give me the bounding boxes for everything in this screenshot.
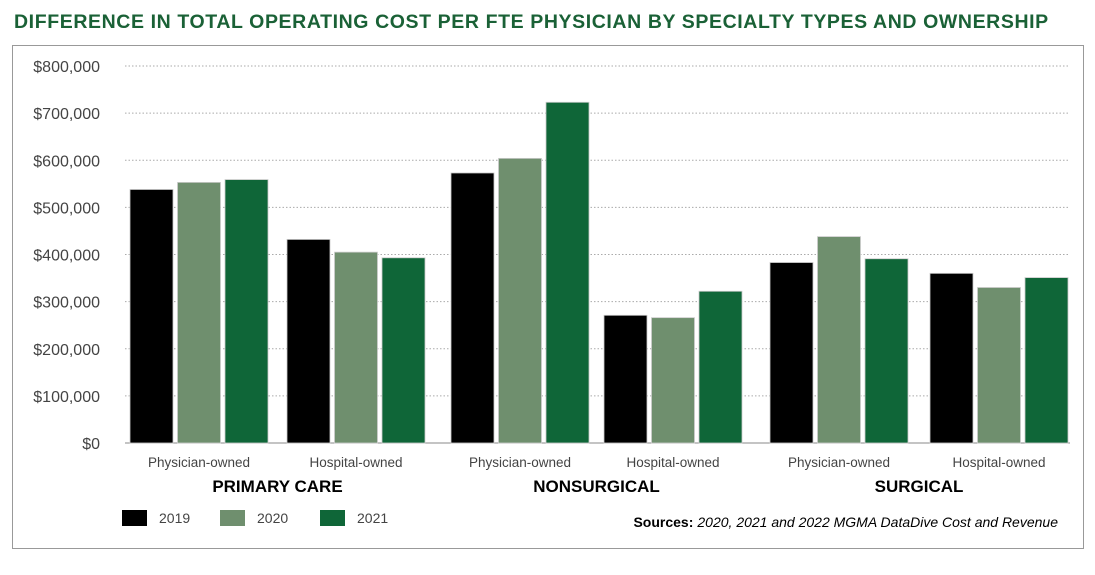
bar-2021 xyxy=(545,101,590,444)
y-tick-label: $100,000 xyxy=(33,389,100,406)
y-tick-label: $0 xyxy=(82,436,100,453)
bar-2021 xyxy=(224,179,269,444)
source-label: Sources: xyxy=(633,514,693,530)
bar-2019 xyxy=(929,272,974,444)
bar-2021 xyxy=(698,290,743,444)
y-tick-label: $700,000 xyxy=(33,106,100,123)
bar-2019 xyxy=(603,314,648,444)
y-tick-label: $200,000 xyxy=(33,342,100,359)
bar-2019 xyxy=(769,262,814,444)
bar-2020 xyxy=(651,317,695,444)
y-tick-label: $800,000 xyxy=(33,59,100,76)
source-text: 2020, 2021 and 2022 MGMA DataDive Cost a… xyxy=(696,514,1058,530)
x-tick-label: Hospital-owned xyxy=(626,455,719,470)
group-label: NONSURGICAL xyxy=(533,477,660,496)
legend-label: 2021 xyxy=(357,510,388,526)
x-tick-label: Hospital-owned xyxy=(309,455,402,470)
y-tick-label: $400,000 xyxy=(33,248,100,265)
bar-2020 xyxy=(977,287,1021,444)
group-label: SURGICAL xyxy=(875,477,964,496)
bar-2019 xyxy=(450,172,495,444)
x-tick-label: Physician-owned xyxy=(469,455,571,470)
bar-2019 xyxy=(286,239,331,444)
chart-frame xyxy=(12,45,1084,549)
legend-label: 2020 xyxy=(257,510,288,526)
bar-2021 xyxy=(1024,277,1069,444)
bar-2020 xyxy=(817,236,861,444)
legend-label: 2019 xyxy=(159,510,190,526)
group-label: PRIMARY CARE xyxy=(212,477,342,496)
y-tick-label: $500,000 xyxy=(33,200,100,217)
y-tick-label: $600,000 xyxy=(33,153,100,170)
x-tick-label: Physician-owned xyxy=(788,455,890,470)
bar-2021 xyxy=(864,258,909,444)
legend-swatch-2021 xyxy=(320,510,345,526)
x-tick-label: Physician-owned xyxy=(148,455,250,470)
source-note: Sources: 2020, 2021 and 2022 MGMA DataDiv… xyxy=(633,514,1058,530)
chart-title: DIFFERENCE IN TOTAL OPERATING COST PER F… xyxy=(14,11,1049,33)
bar-2020 xyxy=(498,157,542,444)
legend-swatch-2020 xyxy=(220,510,245,526)
y-tick-label: $300,000 xyxy=(33,295,100,312)
bar-2020 xyxy=(334,251,378,444)
legend-swatch-2019 xyxy=(122,510,147,526)
x-tick-label: Hospital-owned xyxy=(952,455,1045,470)
bar-2020 xyxy=(177,181,221,444)
bar-2019 xyxy=(129,189,174,444)
bar-2021 xyxy=(381,257,426,444)
